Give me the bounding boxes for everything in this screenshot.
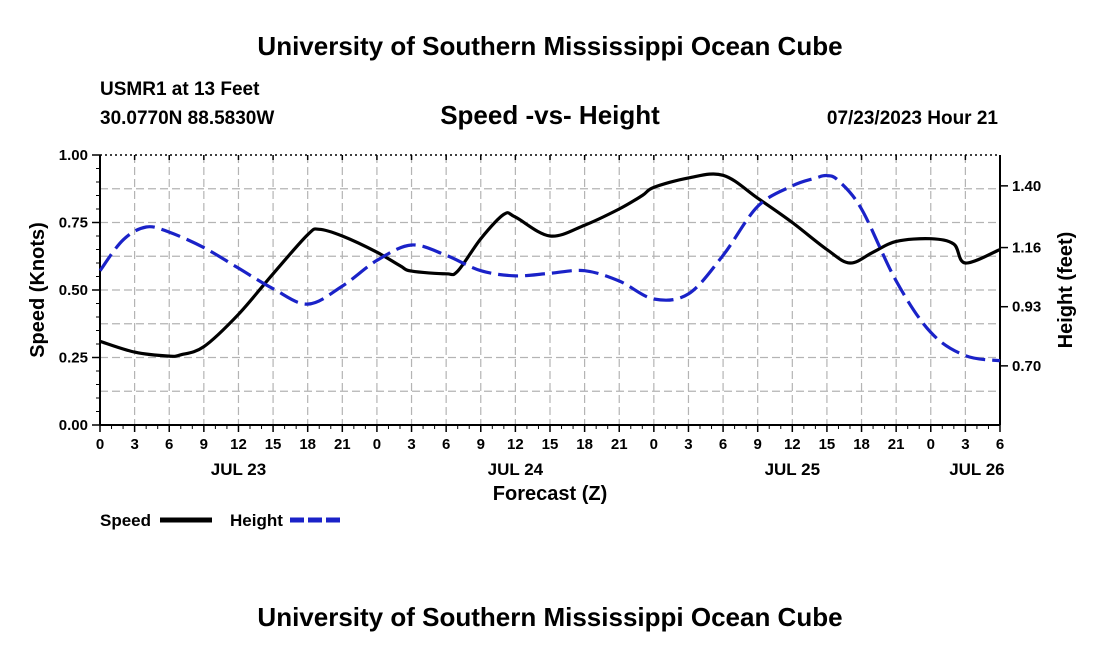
x-tick-label: 3 (684, 436, 692, 453)
x-axis-date-labels: JUL 23 JUL 24 JUL 25 JUL 26 (211, 460, 1005, 479)
x-tick-label: 6 (719, 436, 727, 453)
x-tick-label: 15 (819, 436, 836, 453)
x-tick-label: 6 (442, 436, 450, 453)
x-date-label: JUL 24 (488, 460, 544, 479)
series-line-height (98, 173, 1001, 363)
series-line-speed (99, 172, 1001, 358)
y2-tick-label: 1.40 (1012, 178, 1041, 195)
x-tick-label: 18 (299, 436, 316, 453)
y-tick-label: 0.75 (59, 215, 88, 232)
y-axis-label: Speed (Knots) (27, 222, 49, 358)
x-tick-label: 6 (996, 436, 1004, 453)
y2-tick-label: 0.93 (1012, 299, 1041, 316)
station-label: USMR1 at 13 Feet (100, 79, 260, 100)
x-tick-label: 0 (96, 436, 104, 453)
forecast-datetime: 07/23/2023 Hour 21 (827, 108, 999, 129)
station-coords: 30.0770N 88.5830W (100, 108, 274, 129)
x-tick-label: 3 (407, 436, 415, 453)
x-tick-label: 15 (542, 436, 559, 453)
x-tick-label: 21 (888, 436, 905, 453)
x-tick-label: 18 (853, 436, 870, 453)
y2-tick-label: 1.16 (1012, 240, 1041, 257)
legend: Speed Height (100, 511, 342, 530)
x-tick-label: 0 (927, 436, 935, 453)
grid-lines (100, 155, 1000, 425)
x-tick-label: 21 (611, 436, 628, 453)
y-tick-label: 0.50 (59, 282, 88, 299)
x-date-label: JUL 23 (211, 460, 266, 479)
x-tick-label: 0 (373, 436, 381, 453)
x-tick-label: 12 (507, 436, 524, 453)
x-tick-label: 15 (265, 436, 282, 453)
x-tick-label: 12 (230, 436, 247, 453)
x-tick-label: 6 (165, 436, 173, 453)
plot-title: Speed -vs- Height (440, 100, 660, 130)
x-tick-label: 21 (334, 436, 351, 453)
x-tick-label: 0 (650, 436, 658, 453)
x-tick-label: 9 (200, 436, 208, 453)
y-axis-ticks: 0.00 0.25 0.50 0.75 1.00 (59, 147, 100, 434)
y2-axis-label: Height (feet) (1055, 232, 1077, 349)
x-date-label: JUL 26 (949, 460, 1004, 479)
x-tick-label: 18 (576, 436, 593, 453)
series-lines (98, 172, 1001, 363)
y-tick-label: 0.25 (59, 350, 88, 367)
footer-title: University of Southern Mississippi Ocean… (257, 602, 842, 632)
x-axis-label: Forecast (Z) (493, 483, 607, 505)
x-axis-ticks: 0 3 6 9 12 15 18 21 0 3 6 9 12 15 18 21 0 3 6 9 12 15 18 21 0 3 6 (96, 155, 1004, 453)
legend-speed-label: Speed (100, 511, 151, 530)
page-title: University of Southern Mississippi Ocean… (257, 31, 842, 61)
y2-tick-label: 0.70 (1012, 358, 1041, 375)
x-tick-label: 9 (477, 436, 485, 453)
x-tick-label: 3 (961, 436, 969, 453)
x-tick-label: 12 (784, 436, 801, 453)
y-tick-label: 0.00 (59, 417, 88, 434)
x-date-label: JUL 25 (765, 460, 820, 479)
y2-axis-ticks: 0.70 0.93 1.16 1.40 (1000, 178, 1041, 375)
y-tick-label: 1.00 (59, 147, 88, 164)
x-tick-label: 9 (754, 436, 762, 453)
x-tick-label: 3 (130, 436, 138, 453)
legend-height-label: Height (230, 511, 283, 530)
